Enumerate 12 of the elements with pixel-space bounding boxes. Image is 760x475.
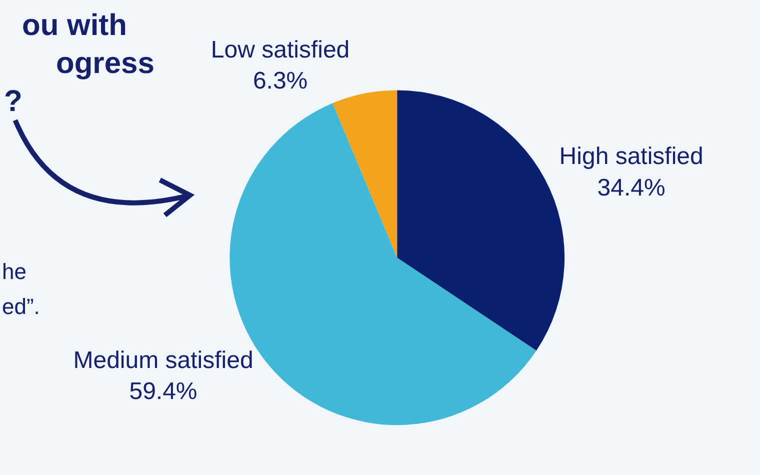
data-label: 6.3% — [252, 68, 308, 95]
text: he — [2, 259, 26, 284]
text: ? — [4, 85, 22, 118]
pie-slice — [332, 90, 398, 258]
slice-label: High satisfied — [559, 143, 704, 170]
text: ou with — [22, 9, 127, 42]
data-label: 34.4% — [597, 174, 666, 202]
text: ogress — [56, 47, 154, 80]
text: ed”. — [2, 294, 40, 319]
data-label: 59.4% — [129, 378, 198, 405]
slice-label: Low satisfied — [210, 36, 350, 64]
slice-label: Medium satisfied — [73, 346, 254, 374]
